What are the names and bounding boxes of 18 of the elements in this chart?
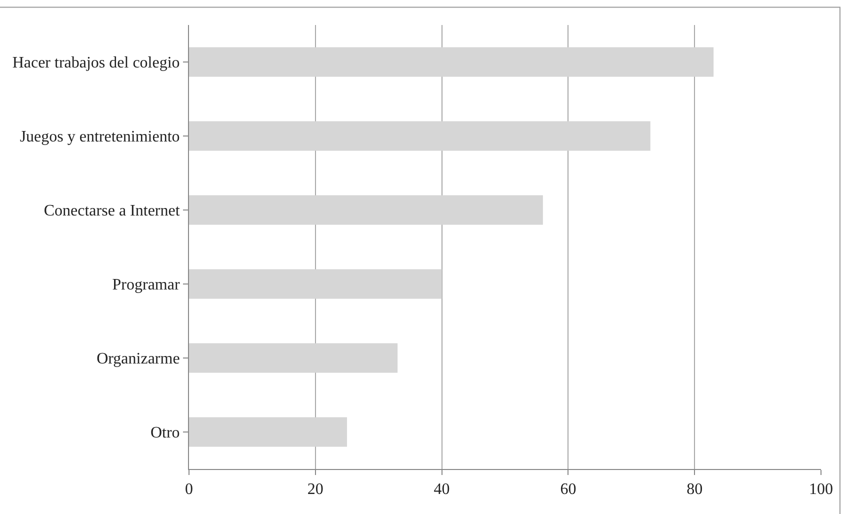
y-tick-label: Organizarme <box>96 350 180 368</box>
x-tick-label: 20 <box>307 481 324 498</box>
bar <box>189 343 398 373</box>
bar <box>189 269 442 299</box>
y-tick-label: Juegos y entretenimiento <box>20 128 180 146</box>
bar <box>189 195 543 225</box>
x-tick-label: 60 <box>560 481 576 498</box>
x-tick-label: 80 <box>686 481 703 498</box>
x-tick-label: 100 <box>809 481 833 498</box>
y-tick-label: Programar <box>112 276 180 294</box>
bar <box>189 47 714 77</box>
y-tick-label: Otro <box>150 424 180 442</box>
x-tick-label: 0 <box>185 481 193 498</box>
y-tick-label: Hacer trabajos del colegio <box>12 54 180 72</box>
bar <box>189 417 347 447</box>
y-tick-label: Conectarse a Internet <box>44 202 180 220</box>
bar <box>189 121 650 151</box>
x-tick-label: 40 <box>434 481 450 498</box>
